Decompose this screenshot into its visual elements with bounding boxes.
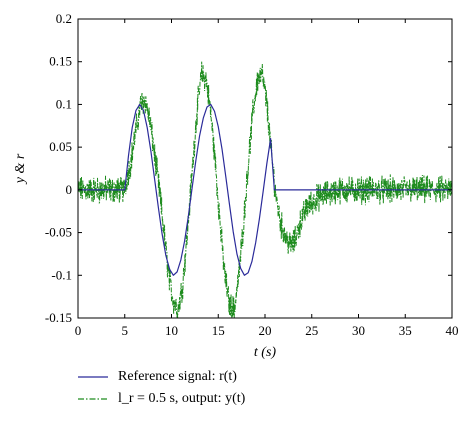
y-tick-label: 0.05	[49, 139, 72, 154]
series-line-reference	[78, 103, 452, 276]
x-tick-label: 15	[212, 323, 225, 338]
line-chart: 0 5 10 15 20 25 30 35 40 0.2 0.15 0.1 0.05 0 -0.05 -0.1…	[13, 11, 459, 360]
legend-item-reference: Reference signal: r(t)	[78, 366, 438, 388]
series-line-output	[77, 61, 453, 319]
x-tick-label: 25	[305, 323, 318, 338]
x-tick-label: 10	[165, 323, 178, 338]
x-tick-label: 5	[122, 323, 129, 338]
x-tick-label: 30	[352, 323, 365, 338]
y-tick-label: 0.1	[56, 96, 72, 111]
x-tick-label: 20	[259, 323, 272, 338]
legend-label-output: l_r = 0.5 s, output: y(t)	[118, 391, 246, 406]
plot-frame	[77, 18, 453, 319]
y-axis-label: y & r	[13, 153, 28, 185]
y-tick-label: 0	[66, 182, 73, 197]
legend-label-reference: Reference signal: r(t)	[118, 369, 237, 384]
legend-item-output: l_r = 0.5 s, output: y(t)	[78, 388, 438, 410]
series-layer	[77, 61, 453, 319]
x-tick-label: 35	[399, 323, 412, 338]
x-tick-label: 40	[446, 323, 459, 338]
legend: Reference signal: r(t) l_r = 0.5 s, outp…	[78, 366, 438, 410]
x-axis-label: t (s)	[254, 345, 277, 360]
y-tick-label: -0.15	[45, 310, 72, 325]
legend-swatch-output	[78, 398, 108, 400]
legend-swatch-reference	[78, 376, 108, 378]
tick-layer: 0 5 10 15 20 25 30 35 40 0.2 0.15 0.1 0.05 0 -0.05 -0.1…	[45, 11, 459, 338]
y-tick-label: -0.1	[51, 267, 72, 282]
y-tick-label: 0.15	[49, 54, 72, 69]
y-tick-label: 0.2	[56, 11, 72, 26]
x-tick-label: 0	[75, 323, 82, 338]
y-tick-label: -0.05	[45, 225, 72, 240]
